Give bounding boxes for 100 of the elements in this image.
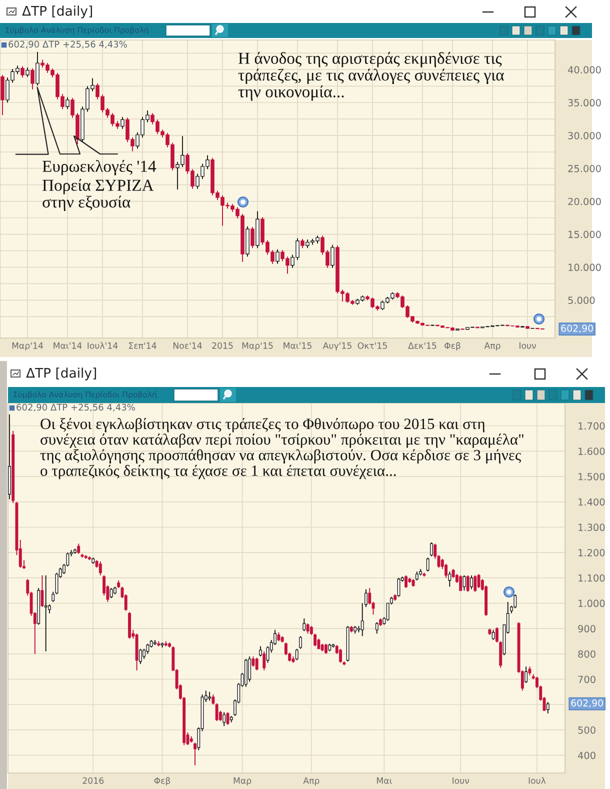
candlestick: [430, 542, 433, 557]
candlestick: [110, 588, 113, 599]
y-tick-label: 1.000: [578, 600, 605, 608]
candlestick: [474, 574, 477, 592]
candlestick: [255, 657, 258, 671]
candlestick: [404, 574, 408, 588]
y-tick-label: 500: [578, 726, 596, 734]
chart-subtitle: 602,90 ΔΤΡ +25,56 4,43%: [8, 40, 127, 49]
candlestick: [524, 666, 528, 684]
y-tick-label: 900: [578, 625, 596, 632]
candlestick: [302, 618, 306, 632]
x-tick-label: Μαρ'14: [12, 342, 43, 350]
candlestick: [120, 116, 124, 130]
y-tick-label: 5.000: [568, 296, 595, 304]
y-tick-label: 35.000: [568, 99, 601, 106]
candlestick: [477, 574, 480, 588]
annotation: Οι ξένοι εγκλωβίστηκαν στις τράπεζες το Φθινόπωρο του 2015 και στη συνέχεια όταν κατάλαβαν περί ποίου "τσίρκου" πρόκειται με την "καραμέλα" της αξιολόγησης προσπάθησαν να απεγκλωβιστούν. Οσα κέρδισε σε 3 μήνες ο τραπεζικός δείκτης τα έχασε σε 1 και έπεται συνέχεια...: [40, 418, 524, 480]
candlestick: [368, 588, 372, 605]
y-tick-label: 15.000: [568, 230, 601, 238]
candlestick: [252, 656, 255, 668]
candlestick: [330, 244, 334, 268]
x-tick-label: Μαι'14: [54, 342, 82, 349]
y-tick-label: 1.700: [578, 422, 605, 430]
text: 602,90: [571, 699, 603, 708]
candlestick: [462, 574, 466, 592]
x-tick-label: Αυγ'15: [322, 342, 352, 350]
chart-subtitle: 602,90 ΔΤΡ +25,56 4,43%: [16, 404, 135, 412]
chart-title: ΔΤΡ [daily]: [26, 368, 96, 380]
candlestick: [444, 563, 448, 578]
x-tick-label: Μαι: [377, 777, 392, 784]
x-tick-label: Ιουν: [452, 777, 469, 784]
candlestick: [98, 560, 102, 576]
x-tick-label: Μαρ: [234, 777, 252, 786]
candlestick: [194, 742, 196, 766]
x-tick-label: Φεβ: [444, 342, 460, 351]
candlestick: [0, 74, 4, 116]
candlestick: [448, 571, 452, 588]
candlestick: [142, 648, 146, 660]
y-tick-label: 1.100: [578, 574, 605, 582]
annotation: Ευρωεκλογές '14: [42, 160, 156, 176]
candlestick: [212, 694, 215, 706]
y-tick-label: 1.500: [578, 472, 605, 480]
x-tick-label: Φεβ: [154, 777, 170, 786]
candlestick: [375, 622, 378, 634]
y-tick-label: 20.000: [568, 198, 601, 206]
text: 602,90: [561, 324, 593, 333]
candlestick: [259, 646, 262, 657]
candlestick: [306, 622, 310, 634]
candlestick: [459, 574, 462, 592]
chart-title: ΔΤΡ [daily]: [22, 6, 92, 18]
candlestick: [324, 643, 328, 654]
candlestick: [262, 650, 266, 671]
x-tick-label: 2016: [82, 777, 104, 784]
y-tick-label: 40.000: [568, 66, 601, 74]
y-tick-label: 1.300: [578, 524, 605, 532]
candlestick: [52, 591, 55, 602]
candlestick: [546, 702, 550, 714]
y-tick-label: 10.000: [568, 264, 601, 272]
candlestick: [44, 574, 48, 652]
candlestick: [30, 68, 34, 90]
candlestick: [66, 96, 70, 110]
y-tick-label: 1.200: [578, 549, 605, 556]
candlestick: [77, 543, 80, 554]
x-tick-label: Απρ: [484, 342, 500, 350]
candlestick: [222, 712, 226, 727]
y-tick-label: 1.400: [578, 498, 605, 506]
x-tick-label: Μαι'15: [284, 342, 312, 349]
candlestick: [339, 648, 342, 664]
x-tick-label: Δεκ'15: [408, 342, 436, 349]
x-tick-label: Απρ: [303, 777, 320, 786]
annotation: Η άνοδος της αριστεράς εκμηδένισε τις τράπεζες, με τις ανάλογες συνέπειες για την οικονομία...: [238, 52, 504, 101]
x-tick-label: Σεπ'14: [129, 342, 156, 349]
candlestick: [276, 248, 280, 264]
y-tick-label: 1.600: [578, 448, 605, 455]
y-tick-label: 700: [578, 676, 596, 684]
y-tick-label: 25.000: [568, 164, 601, 172]
candlestick: [466, 574, 470, 592]
candlestick: [299, 636, 302, 650]
candlestick: [26, 67, 30, 78]
y-tick-label: 800: [578, 650, 596, 658]
x-tick-label: 2015: [212, 342, 233, 349]
candlestick: [20, 66, 24, 78]
x-tick-label: Ιουλ: [528, 777, 546, 784]
y-tick-label: 400: [578, 752, 596, 760]
x-tick-label: Ιουλ'14: [88, 342, 118, 349]
x-tick-label: Οκτ'15: [358, 342, 387, 349]
candlestick: [470, 574, 473, 590]
candlestick: [426, 557, 430, 572]
candlestick: [300, 238, 304, 249]
candlestick: [138, 648, 142, 665]
candlestick: [492, 629, 495, 640]
candlestick: [295, 648, 298, 661]
x-tick-label: Νοε'14: [174, 342, 202, 349]
annotation: Πορεία ΣΥΡΙΖΑ στην εξουσία: [42, 179, 154, 212]
candlestick: [250, 226, 254, 249]
x-tick-label: Μαρ'15: [242, 342, 273, 350]
candlestick: [40, 574, 44, 608]
candlestick: [215, 702, 218, 722]
x-tick-label: Ιουν: [520, 342, 536, 349]
y-tick-label: 30.000: [568, 132, 601, 140]
